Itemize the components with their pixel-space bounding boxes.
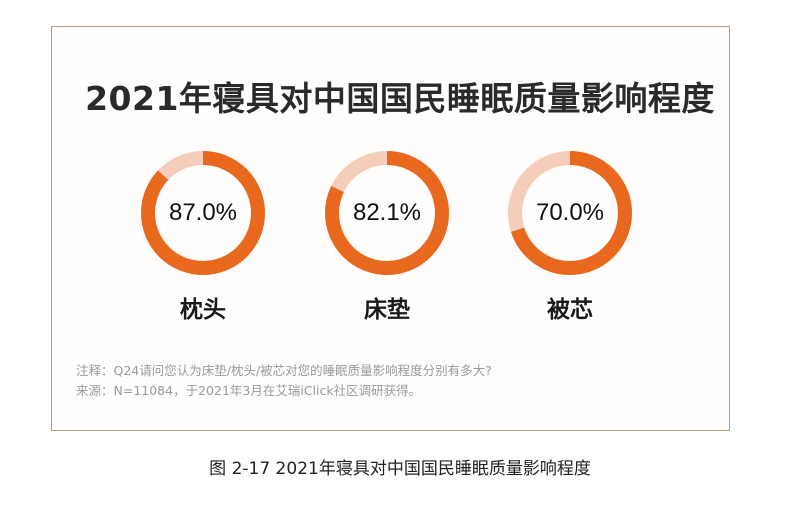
donut-value: 87.0% [168, 199, 238, 226]
source-text: 来源：N=11084，于2021年3月在艾瑞iClick社区调研获得。 [76, 383, 422, 398]
chart-title: 2021年寝具对中国国民睡眠质量影响程度 [85, 79, 715, 118]
donut-label: 枕头 [180, 297, 226, 323]
donut-label: 被芯 [547, 297, 593, 323]
note-text: 注释：Q24请问您认为床垫/枕头/被芯对您的睡眠质量影响程度分别有多大? [76, 363, 492, 378]
donut-value: 70.0% [535, 199, 605, 226]
donut-mattress: 82.1% [322, 148, 452, 278]
figure-caption: 图 2-17 2021年寝具对中国国民睡眠质量影响程度 [209, 459, 591, 479]
footnotes: 注释：Q24请问您认为床垫/枕头/被芯对您的睡眠质量影响程度分别有多大? 来源：… [76, 361, 492, 401]
donut-ring-icon [325, 151, 449, 275]
donut-label: 床垫 [364, 297, 410, 323]
donut-ring-icon [141, 151, 265, 275]
donut-value: 82.1% [352, 199, 422, 226]
donut-pillow: 87.0% [138, 148, 268, 278]
donut-ring-icon [508, 151, 632, 275]
donut-quilt: 70.0% [505, 148, 635, 278]
